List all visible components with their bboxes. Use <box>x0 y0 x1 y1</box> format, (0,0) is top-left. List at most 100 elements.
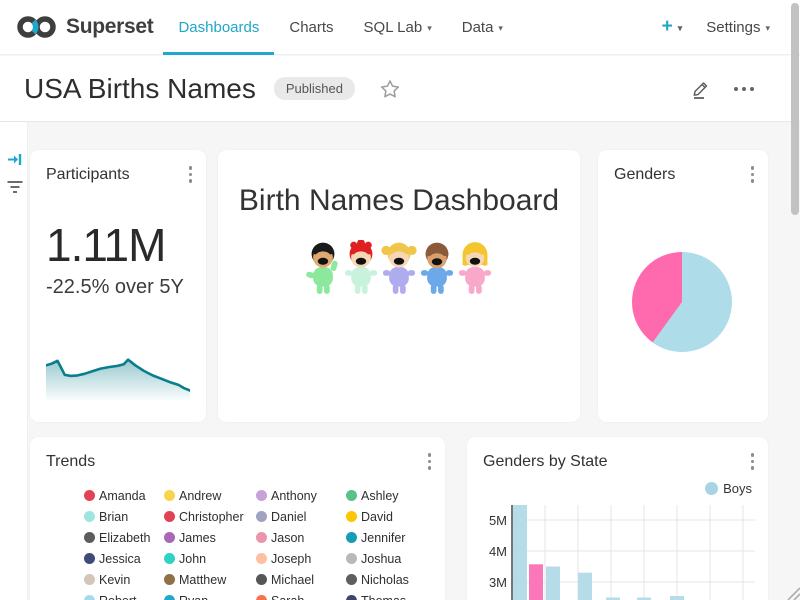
new-item-button[interactable]: + ▾ <box>661 16 683 37</box>
favorite-star-icon[interactable] <box>379 78 401 100</box>
bar-boys[interactable] <box>637 597 651 600</box>
filter-sidebar-collapsed <box>0 122 28 600</box>
legend-color-dot <box>164 553 175 564</box>
nav-sql-lab[interactable]: SQL Lab ▾ <box>363 18 432 36</box>
legend-label: Kevin <box>99 572 131 587</box>
legend-label: Jessica <box>99 551 141 566</box>
header-actions <box>690 78 776 100</box>
genders-by-state-bar-chart[interactable]: 5M 4M 3M <box>483 499 758 600</box>
legend-item[interactable]: Nicholas <box>346 573 437 587</box>
legend-color-dot <box>346 595 357 600</box>
nav-data[interactable]: Data ▾ <box>461 18 503 36</box>
trends-card: Trends Amanda Andrew Anthony Ashley Brian Chr… <box>30 437 445 600</box>
kebab-menu-icon[interactable] <box>187 164 195 185</box>
dashboard-title: USA Births Names <box>24 72 256 104</box>
legend-label: Sarah <box>271 594 304 600</box>
legend-item[interactable]: David <box>346 509 437 524</box>
caret-down-icon: ▾ <box>677 22 683 33</box>
kebab-menu-icon[interactable] <box>426 451 434 472</box>
vertical-scrollbar[interactable] <box>791 3 799 215</box>
legend-item[interactable]: Thomas <box>346 594 437 600</box>
legend-item[interactable]: Andrew <box>164 489 256 503</box>
legend-item[interactable]: Daniel <box>256 510 346 524</box>
legend-item[interactable]: Sarah <box>256 594 346 600</box>
filter-list-icon[interactable] <box>7 179 23 200</box>
legend-color-dot <box>84 574 95 585</box>
caret-down-icon: ▾ <box>498 22 503 33</box>
legend-label: Joseph <box>271 551 312 566</box>
published-badge[interactable]: Published <box>273 77 355 100</box>
legend-color-dot <box>346 511 357 522</box>
legend-item[interactable]: John <box>164 551 256 566</box>
participants-big-number: 1.11M <box>46 219 166 271</box>
markdown-heading: Birth Names Dashboard <box>238 184 560 217</box>
legend-item-boys[interactable]: Boys <box>705 481 752 496</box>
legend-color-dot <box>256 553 267 564</box>
legend-item[interactable]: Michael <box>256 572 346 587</box>
settings-menu[interactable]: Settings ▾ <box>706 18 770 36</box>
dashboard-header: USA Births Names Published <box>0 56 800 122</box>
legend-label: Michael <box>271 572 315 587</box>
edit-pencil-icon[interactable] <box>690 78 712 100</box>
legend-color-dot <box>164 490 175 501</box>
trends-card-title: Trends <box>46 453 96 470</box>
legend-item[interactable]: Ryan <box>164 594 256 600</box>
bar-boys[interactable] <box>670 596 684 600</box>
legend-item[interactable]: Jessica <box>84 551 164 566</box>
legend-label: Ryan <box>179 594 208 600</box>
genders-card: Genders <box>598 150 768 422</box>
legend-item[interactable]: Amanda <box>84 488 164 503</box>
bar-girls[interactable] <box>529 564 543 600</box>
expand-filter-bar-icon[interactable] <box>7 152 22 172</box>
child-figure <box>344 240 378 294</box>
bar-boys[interactable] <box>578 572 592 600</box>
legend-item[interactable]: Brian <box>84 510 164 524</box>
legend-item[interactable]: Robert <box>84 594 164 600</box>
genders-by-state-card-title: Genders by State <box>483 453 608 470</box>
bar-boys[interactable] <box>513 505 527 600</box>
participants-card: Participants 1.11M -22.5% over 5Y <box>30 150 206 422</box>
legend-color-dot <box>164 532 175 543</box>
legend-label: John <box>179 551 207 566</box>
legend-color-dot <box>346 574 357 585</box>
legend-color-dot <box>256 511 267 522</box>
legend-item[interactable]: Jennifer <box>346 531 437 545</box>
legend-item[interactable]: Christopher <box>164 510 256 524</box>
legend-color-dot <box>346 490 357 501</box>
resize-handle-icon[interactable] <box>784 584 800 600</box>
kebab-menu-icon[interactable] <box>749 164 757 185</box>
genders-pie-chart[interactable] <box>632 252 732 352</box>
legend-item[interactable]: Elizabeth <box>84 530 164 545</box>
caret-down-icon: ▾ <box>427 22 432 33</box>
legend-item[interactable]: Joseph <box>256 551 346 566</box>
child-figure <box>381 242 417 294</box>
legend-item[interactable]: James <box>164 530 256 545</box>
nav-charts[interactable]: Charts <box>289 18 334 36</box>
bar-boys[interactable] <box>606 597 620 600</box>
legend-item[interactable]: Kevin <box>84 572 164 587</box>
legend-item[interactable]: Ashley <box>346 488 437 503</box>
legend-item[interactable]: Jason <box>256 531 346 545</box>
legend-label: Elizabeth <box>99 530 151 545</box>
legend-item[interactable]: Anthony <box>256 489 346 503</box>
children-illustration <box>218 240 580 296</box>
legend-label: James <box>179 530 216 545</box>
legend-label: Ashley <box>361 488 399 503</box>
kebab-menu-icon[interactable] <box>749 451 757 472</box>
legend-label: Amanda <box>99 488 146 503</box>
legend-item[interactable]: Joshua <box>346 552 437 566</box>
nav-dashboards[interactable]: Dashboards <box>163 0 275 55</box>
genders-card-title: Genders <box>614 166 676 183</box>
legend-label: Robert <box>99 594 137 600</box>
participants-card-title: Participants <box>46 166 130 183</box>
legend-color-dot <box>256 532 267 543</box>
y-axis-tick-label: 3M <box>489 575 507 590</box>
superset-logo[interactable]: Superset <box>0 0 154 54</box>
legend-label: David <box>361 509 393 524</box>
y-axis-tick-label: 5M <box>489 513 507 528</box>
y-axis-tick-label: 4M <box>489 544 507 559</box>
more-actions-icon[interactable] <box>734 86 754 91</box>
bar-boys[interactable] <box>546 566 560 600</box>
legend-item[interactable]: Matthew <box>164 573 256 587</box>
